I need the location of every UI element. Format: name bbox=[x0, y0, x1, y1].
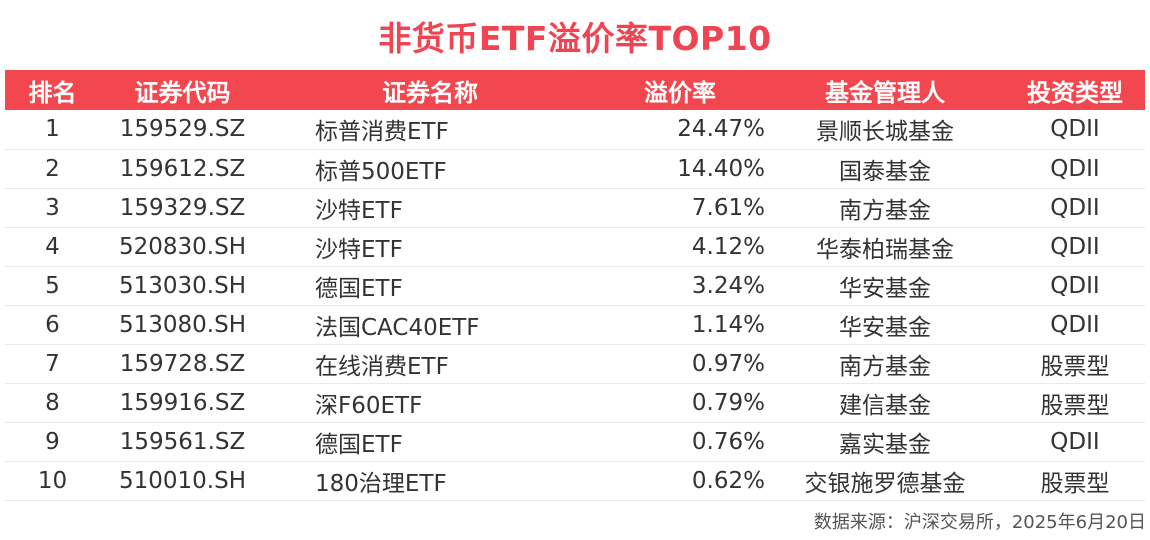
cell-name: 德国ETF bbox=[265, 266, 595, 306]
cell-code: 159529.SZ bbox=[100, 110, 265, 150]
cell-rank: 2 bbox=[5, 149, 100, 189]
cell-name: 标普消费ETF bbox=[265, 110, 595, 150]
cell-rank: 10 bbox=[5, 461, 100, 501]
cell-name: 德国ETF bbox=[265, 422, 595, 462]
header-premium: 溢价率 bbox=[644, 78, 716, 107]
cell-rank: 4 bbox=[5, 227, 100, 267]
table-body: 1 159529.SZ 标普消费ETF 24.47% 景顺长城基金 QDII 2 159612… bbox=[5, 110, 1145, 501]
cell-name: 标普500ETF bbox=[265, 149, 595, 189]
cell-type: QDII bbox=[1005, 422, 1145, 462]
cell-premium: 0.97% bbox=[595, 344, 765, 384]
cell-code: 513030.SH bbox=[100, 266, 265, 306]
cell-manager: 建信基金 bbox=[765, 383, 1005, 423]
cell-name: 沙特ETF bbox=[265, 227, 595, 267]
cell-name: 法国CAC40ETF bbox=[265, 305, 595, 345]
table-row: 3 159329.SZ 沙特ETF 7.61% 南方基金 QDII bbox=[5, 188, 1145, 228]
cell-premium: 3.24% bbox=[595, 266, 765, 306]
cell-type: 股票型 bbox=[1005, 383, 1145, 423]
table-row: 2 159612.SZ 标普500ETF 14.40% 国泰基金 QDII bbox=[5, 149, 1145, 189]
cell-type: QDII bbox=[1005, 305, 1145, 345]
cell-manager: 南方基金 bbox=[765, 344, 1005, 384]
cell-code: 159561.SZ bbox=[100, 422, 265, 462]
cell-rank: 1 bbox=[5, 110, 100, 150]
cell-manager: 华泰柏瑞基金 bbox=[765, 227, 1005, 267]
table-row: 1 159529.SZ 标普消费ETF 24.47% 景顺长城基金 QDII bbox=[5, 110, 1145, 150]
cell-premium: 14.40% bbox=[595, 149, 765, 189]
cell-rank: 3 bbox=[5, 188, 100, 228]
table-row: 5 513030.SH 德国ETF 3.24% 华安基金 QDII bbox=[5, 266, 1145, 306]
source-note: 数据来源：沪深交易所，2025年6月20日 bbox=[813, 512, 1146, 533]
cell-premium: 0.79% bbox=[595, 383, 765, 423]
cell-code: 159916.SZ bbox=[100, 383, 265, 423]
cell-rank: 5 bbox=[5, 266, 100, 306]
cell-type: 股票型 bbox=[1005, 344, 1145, 384]
cell-code: 520830.SH bbox=[100, 227, 265, 267]
header-type: 投资类型 bbox=[1027, 78, 1123, 107]
cell-rank: 6 bbox=[5, 305, 100, 345]
cell-manager: 景顺长城基金 bbox=[765, 110, 1005, 150]
table-row: 6 513080.SH 法国CAC40ETF 1.14% 华安基金 QDII bbox=[5, 305, 1145, 345]
cell-type: QDII bbox=[1005, 188, 1145, 228]
cell-premium: 0.62% bbox=[595, 461, 765, 501]
header-manager: 基金管理人 bbox=[825, 78, 945, 107]
etf-premium-table: 排名 证券代码 证券名称 溢价率 基金管理人 投资类型 1 159529.SZ 标普… bbox=[5, 70, 1145, 501]
cell-name: 在线消费ETF bbox=[265, 344, 595, 384]
table-row: 9 159561.SZ 德国ETF 0.76% 嘉实基金 QDII bbox=[5, 422, 1145, 462]
cell-manager: 交银施罗德基金 bbox=[765, 461, 1005, 501]
table-row: 10 510010.SH 180治理ETF 0.62% 交银施罗德基金 股票型 bbox=[5, 461, 1145, 501]
header-code: 证券代码 bbox=[134, 78, 231, 107]
cell-manager: 嘉实基金 bbox=[765, 422, 1005, 462]
cell-rank: 8 bbox=[5, 383, 100, 423]
cell-manager: 华安基金 bbox=[765, 305, 1005, 345]
cell-code: 159329.SZ bbox=[100, 188, 265, 228]
cell-premium: 7.61% bbox=[595, 188, 765, 228]
table-row: 7 159728.SZ 在线消费ETF 0.97% 南方基金 股票型 bbox=[5, 344, 1145, 384]
cell-premium: 1.14% bbox=[595, 305, 765, 345]
cell-manager: 华安基金 bbox=[765, 266, 1005, 306]
cell-code: 159728.SZ bbox=[100, 344, 265, 384]
cell-type: 股票型 bbox=[1005, 461, 1145, 501]
cell-manager: 南方基金 bbox=[765, 188, 1005, 228]
cell-name: 180治理ETF bbox=[265, 461, 595, 501]
chart-title: 非货币ETF溢价率TOP10 bbox=[378, 19, 772, 58]
cell-rank: 7 bbox=[5, 344, 100, 384]
table-row: 8 159916.SZ 深F60ETF 0.79% 建信基金 股票型 bbox=[5, 383, 1145, 423]
cell-name: 沙特ETF bbox=[265, 188, 595, 228]
cell-manager: 国泰基金 bbox=[765, 149, 1005, 189]
cell-type: QDII bbox=[1005, 227, 1145, 267]
cell-type: QDII bbox=[1005, 110, 1145, 150]
cell-type: QDII bbox=[1005, 149, 1145, 189]
cell-type: QDII bbox=[1005, 266, 1145, 306]
table-row: 4 520830.SH 沙特ETF 4.12% 华泰柏瑞基金 QDII bbox=[5, 227, 1145, 267]
cell-rank: 9 bbox=[5, 422, 100, 462]
header-rank: 排名 bbox=[28, 78, 77, 107]
cell-name: 深F60ETF bbox=[265, 383, 595, 423]
cell-code: 159612.SZ bbox=[100, 149, 265, 189]
header-name: 证券名称 bbox=[382, 78, 478, 107]
cell-code: 510010.SH bbox=[100, 461, 265, 501]
table-header-row: 排名 证券代码 证券名称 溢价率 基金管理人 投资类型 bbox=[5, 70, 1145, 110]
cell-premium: 24.47% bbox=[595, 110, 765, 150]
cell-code: 513080.SH bbox=[100, 305, 265, 345]
cell-premium: 4.12% bbox=[595, 227, 765, 267]
cell-premium: 0.76% bbox=[595, 422, 765, 462]
